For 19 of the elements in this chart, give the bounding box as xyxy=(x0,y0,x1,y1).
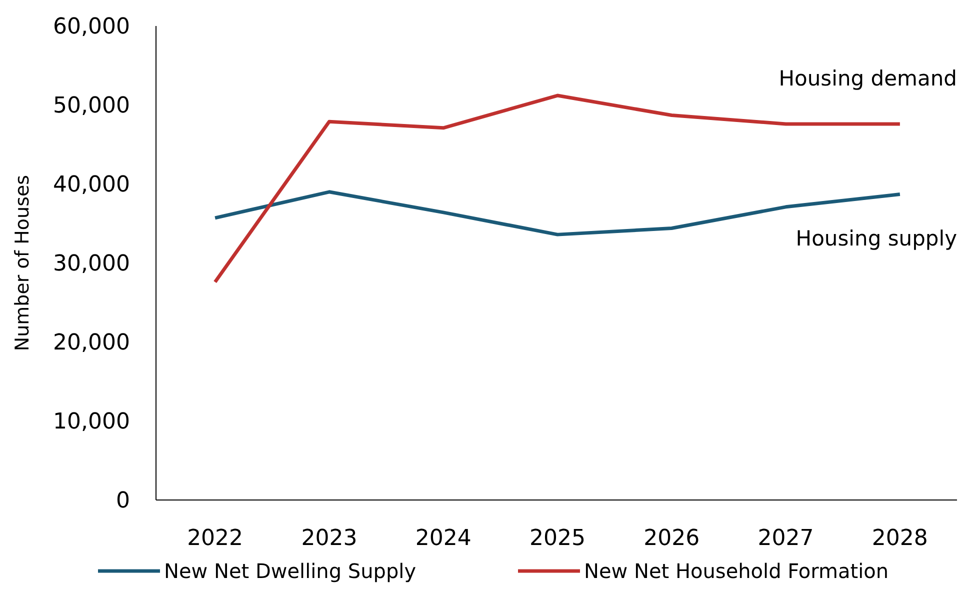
x-tick-label: 2024 xyxy=(415,526,472,551)
x-tick-label: 2023 xyxy=(301,526,358,551)
annotation: Housing supply xyxy=(796,226,957,251)
x-tick-label: 2025 xyxy=(530,526,586,551)
y-tick-label: 20,000 xyxy=(53,330,130,356)
y-tick-label: 10,000 xyxy=(53,410,130,435)
y-axis-title: Number of Houses xyxy=(12,174,34,352)
legend-label: New Net Dwelling Supply xyxy=(164,559,416,583)
x-tick-label: 2022 xyxy=(187,526,244,551)
x-tick-label: 2027 xyxy=(758,526,814,551)
annotation: Housing demand xyxy=(778,66,957,90)
y-tick-label: 30,000 xyxy=(53,252,130,277)
x-tick-label: 2026 xyxy=(644,526,700,551)
y-tick-label: 60,000 xyxy=(53,14,130,40)
y-tick-label: 0 xyxy=(116,488,130,514)
legend-label: New Net Household Formation xyxy=(584,559,889,583)
x-tick-label: 2028 xyxy=(872,526,928,551)
y-tick-label: 40,000 xyxy=(53,172,130,198)
y-tick-label: 50,000 xyxy=(53,94,130,119)
